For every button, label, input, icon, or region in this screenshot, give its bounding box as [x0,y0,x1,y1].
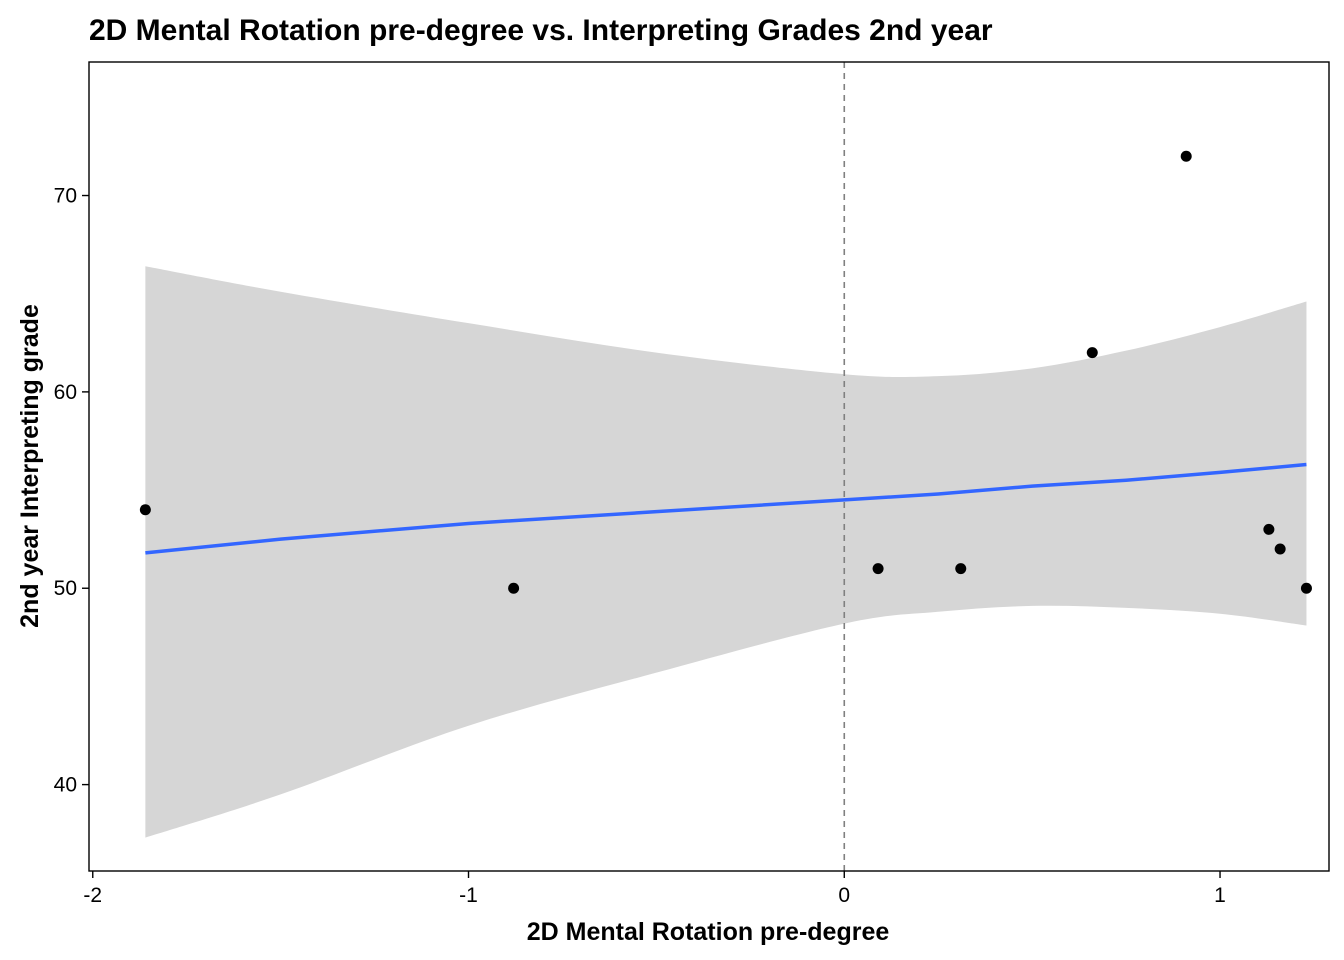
y-tick-label: 70 [54,185,77,208]
data-point-2 [508,582,520,594]
x-tick-label: -1 [459,884,478,907]
data-point-8 [1274,543,1286,555]
x-axis-title: 2D Mental Rotation pre-degree [527,918,890,946]
chart-title: 2D Mental Rotation pre-degree vs. Interp… [89,14,993,47]
data-point-1 [139,504,151,516]
y-tick-label: 40 [54,774,77,797]
x-tick-label: 0 [838,884,850,907]
confidence-band-layer [145,266,1307,838]
y-tick-label: 60 [54,381,77,404]
plot-panel-border [88,61,1330,872]
fit-line [145,462,1307,555]
fit-line-layer [145,462,1307,555]
x-tick-label: -2 [83,884,102,907]
data-points-layer [139,150,1312,594]
data-point-3 [872,563,884,575]
data-point-7 [1263,523,1275,535]
data-point-5 [1086,347,1098,359]
y-axis-title: 2nd year Interpreting grade [16,304,44,628]
x-axis: -2 -1 0 1 [83,871,1226,907]
data-point-4 [955,563,967,575]
data-point-6 [1180,150,1192,162]
x-tick-label: 1 [1214,884,1226,907]
data-point-9 [1300,582,1312,594]
y-tick-label: 50 [54,577,77,600]
y-axis: 40 50 60 70 [54,185,89,797]
confidence-band [145,266,1307,838]
